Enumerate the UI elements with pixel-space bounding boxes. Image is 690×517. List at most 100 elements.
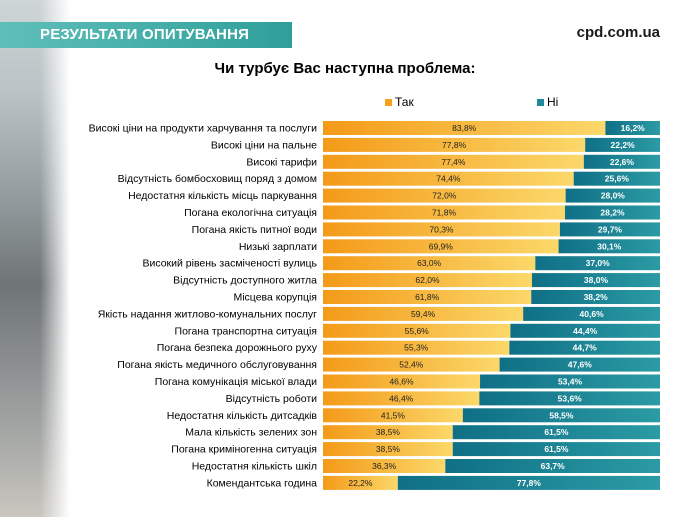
data-label-tak: 74,4% <box>436 174 461 184</box>
bar-tak <box>323 239 559 254</box>
data-label-ni: 61,5% <box>544 444 569 454</box>
legend-label-tak: Так <box>395 95 414 109</box>
data-label-tak: 22,2% <box>348 478 373 488</box>
data-label-ni: 58,5% <box>549 410 574 420</box>
legend-swatch-ni <box>537 99 544 107</box>
data-label-tak: 46,6% <box>389 377 414 387</box>
bar-tak <box>323 374 481 389</box>
data-label-tak: 70,3% <box>429 224 454 234</box>
bar-ni <box>564 205 660 220</box>
category-label: Відсутність доступного житла <box>173 275 317 287</box>
category-label: Погана безпека дорожнього руху <box>157 342 318 354</box>
bar-ni <box>479 391 660 406</box>
bar-ni <box>573 171 660 186</box>
category-label: Якість надання житлово-комунальних послу… <box>98 308 317 320</box>
category-label: Високі тарифи <box>246 156 317 168</box>
bar-tak <box>323 188 566 203</box>
data-label-ni: 28,0% <box>601 191 626 201</box>
data-label-tak: 62,0% <box>415 275 440 285</box>
legend-item-tak: Так <box>385 95 414 109</box>
category-label: Мала кількість зелених зон <box>185 427 317 439</box>
data-label-tak: 38,5% <box>376 444 401 454</box>
bar-tak <box>323 475 398 490</box>
bar-tak <box>323 306 524 321</box>
data-label-ni: 53,4% <box>558 377 583 387</box>
data-label-ni: 38,2% <box>584 292 609 302</box>
bar-ni <box>565 188 660 203</box>
site-url: cpd.com.ua <box>576 24 660 41</box>
data-label-ni: 44,4% <box>573 326 598 336</box>
bar-tak <box>323 256 536 271</box>
data-label-tak: 77,8% <box>442 140 467 150</box>
bar-ni <box>510 323 660 338</box>
category-label: Погана криміногенна ситуація <box>171 444 317 456</box>
data-label-tak: 77,4% <box>441 157 466 167</box>
bar-tak <box>323 459 446 473</box>
bar-ni <box>462 408 660 423</box>
data-label-ni: 29,7% <box>598 224 623 234</box>
header-band <box>0 22 292 48</box>
bar-tak <box>323 391 480 406</box>
data-label-tak: 55,6% <box>405 326 430 336</box>
data-label-tak: 59,4% <box>411 309 436 319</box>
bar-ni <box>535 256 660 271</box>
category-label: Недостатня кількість дитсадків <box>167 410 318 422</box>
legend-item-ni: Ні <box>537 95 558 109</box>
bar-tak <box>323 222 560 237</box>
data-label-ni: 30,1% <box>597 241 622 251</box>
bar-tak <box>323 408 463 423</box>
data-label-ni: 38,0% <box>584 275 609 285</box>
data-label-ni: 77,8% <box>517 478 542 488</box>
category-label: Відсутність бомбосховищ поряд з домом <box>118 173 317 185</box>
bar-ni <box>558 239 660 254</box>
data-label-ni: 16,2% <box>621 123 646 133</box>
data-label-ni: 47,6% <box>568 360 593 370</box>
category-label: Погана комунікація міської влади <box>155 376 317 388</box>
category-label: Погана екологічна ситуація <box>184 207 317 219</box>
data-label-tak: 61,8% <box>415 292 440 302</box>
bar-tak <box>323 340 510 355</box>
data-label-tak: 83,8% <box>452 123 477 133</box>
bar-tak <box>323 425 453 440</box>
data-label-ni: 61,5% <box>544 427 569 437</box>
bar-ni <box>480 374 660 389</box>
bar-ni <box>445 459 660 473</box>
bar-tak <box>323 442 453 457</box>
bar-ni <box>531 273 660 288</box>
data-label-ni: 28,2% <box>600 208 625 218</box>
bar-tak <box>323 121 606 135</box>
data-label-ni: 22,6% <box>610 157 635 167</box>
background-photo <box>0 0 70 517</box>
bar-ni <box>452 425 660 440</box>
data-label-ni: 25,6% <box>605 174 630 184</box>
category-label: Місцева корупція <box>233 292 317 304</box>
category-label: Високі ціни на пальне <box>211 139 317 151</box>
data-label-tak: 36,3% <box>372 461 397 471</box>
data-label-tak: 69,9% <box>429 241 454 251</box>
data-label-tak: 41,5% <box>381 410 406 420</box>
category-label: Недостатня кількість шкіл <box>192 461 317 473</box>
bar-ni <box>523 306 660 321</box>
bar-ni <box>605 121 660 135</box>
category-label: Високі ціни на продукти харчування та по… <box>89 123 317 135</box>
data-label-ni: 40,6% <box>580 309 605 319</box>
category-label: Недостатня кількість місць паркування <box>128 190 317 202</box>
data-label-ni: 22,2% <box>611 140 636 150</box>
category-label: Погана транспортна ситуація <box>175 325 317 337</box>
data-label-tak: 71,8% <box>432 208 457 218</box>
legend-label-ni: Ні <box>547 95 559 109</box>
bar-ni <box>509 340 660 355</box>
data-label-ni: 37,0% <box>586 258 611 268</box>
bar-ni <box>585 137 660 152</box>
bar-ni <box>499 357 660 372</box>
bar-tak <box>323 273 532 288</box>
category-label: Комендантська година <box>207 477 318 489</box>
category-label: Низькі зарплати <box>239 241 317 253</box>
bar-tak <box>323 171 574 186</box>
category-label: Відсутність роботи <box>226 393 317 405</box>
bar-tak <box>323 137 586 152</box>
chart-title: Чи турбує Вас наступна проблема: <box>214 60 476 77</box>
data-label-tak: 46,4% <box>389 393 414 403</box>
category-label: Погана якість питної води <box>192 224 317 236</box>
